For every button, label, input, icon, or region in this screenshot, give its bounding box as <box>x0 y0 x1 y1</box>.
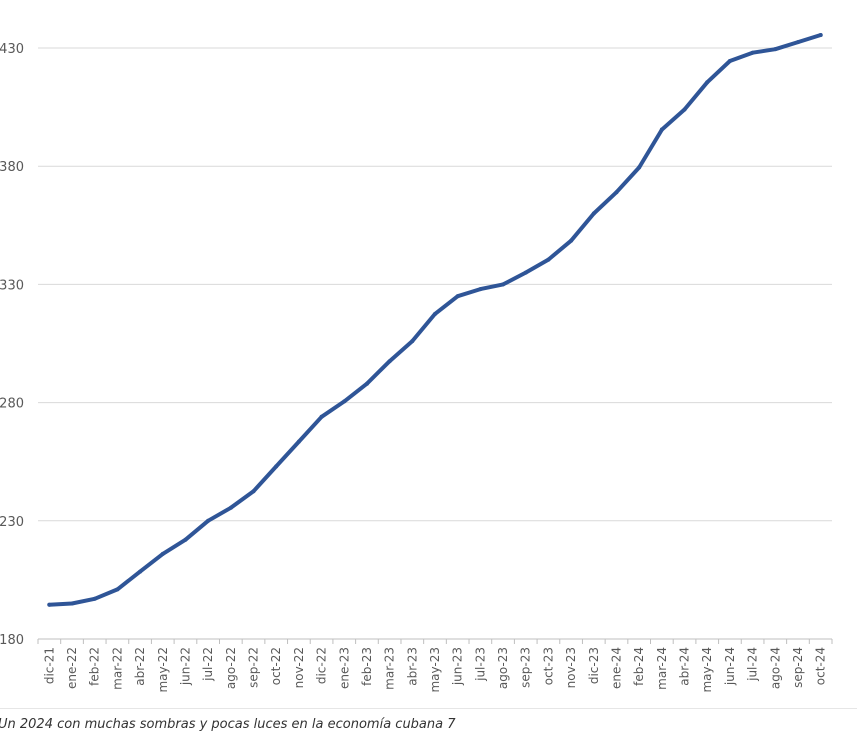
y-tick-label: 330 <box>0 278 24 293</box>
data-point <box>47 602 52 607</box>
x-tick-label: jun-23 <box>451 647 465 686</box>
x-tick-label: nov-22 <box>292 647 306 688</box>
x-tick-label: oct-23 <box>541 647 555 685</box>
data-point <box>795 40 800 45</box>
x-tick-label: jun-24 <box>723 647 737 686</box>
data-point <box>92 596 97 601</box>
data-point <box>569 238 574 243</box>
data-point <box>342 399 347 404</box>
x-tick-label: dic-22 <box>315 647 329 684</box>
data-point <box>682 107 687 112</box>
x-tick-label: abr-22 <box>133 647 147 686</box>
data-point <box>455 294 460 299</box>
series-line <box>47 33 823 607</box>
x-tick-label: abr-23 <box>405 647 419 686</box>
x-tick-label: oct-22 <box>269 647 283 685</box>
data-point <box>296 439 301 444</box>
x-tick-label: jul-23 <box>473 647 487 682</box>
x-tick-label: may-22 <box>156 647 170 693</box>
data-point <box>206 518 211 523</box>
x-tick-label: jul-24 <box>746 647 760 682</box>
caption-divider <box>0 708 857 709</box>
x-tick-label: feb-22 <box>88 647 102 686</box>
x-tick-label: dic-21 <box>42 647 56 684</box>
figure-caption: Un 2024 con muchas sombras y pocas luces… <box>0 717 456 732</box>
gridlines <box>38 47 832 522</box>
y-tick-label: 280 <box>0 397 24 412</box>
x-tick-label: jun-22 <box>178 647 192 686</box>
x-tick-label: ene-22 <box>65 647 79 689</box>
x-tick-label: ene-23 <box>337 647 351 689</box>
x-tick-label: sep-24 <box>791 647 805 688</box>
x-tick-label: ago-22 <box>224 647 238 689</box>
x-tick-label: may-23 <box>428 647 442 693</box>
data-point <box>818 32 823 37</box>
data-point <box>387 359 392 364</box>
line-chart: 180 230 280 330 380 430 dic-21 ene-22 feb-22 mar… <box>0 32 833 693</box>
x-tick-label: dic-23 <box>587 647 601 684</box>
x-tick-label: mar-24 <box>655 647 669 690</box>
data-point <box>478 287 483 292</box>
x-axis <box>37 638 833 644</box>
data-point <box>433 311 437 316</box>
data-point <box>501 282 506 287</box>
data-point <box>138 569 143 574</box>
x-tick-label: feb-24 <box>632 647 646 686</box>
data-point <box>637 165 642 170</box>
y-tick-label: 180 <box>0 633 24 648</box>
data-point <box>705 80 710 85</box>
x-tick-label: ago-23 <box>496 647 510 689</box>
x-tick-label: mar-23 <box>383 647 397 690</box>
data-point <box>115 587 120 592</box>
data-point <box>659 127 664 132</box>
x-tick-label: sep-23 <box>519 647 533 688</box>
x-tick-label: oct-24 <box>814 647 828 685</box>
y-axis-ticks: 180 230 280 330 380 430 <box>0 42 24 648</box>
data-point <box>364 381 369 386</box>
data-point <box>251 489 256 494</box>
y-tick-label: 430 <box>0 42 24 57</box>
data-point <box>160 551 165 556</box>
y-tick-label: 380 <box>0 160 24 175</box>
data-point <box>319 414 324 419</box>
data-point <box>274 464 279 469</box>
data-point <box>228 505 233 510</box>
x-tick-label: ene-24 <box>609 647 623 689</box>
data-point <box>727 59 732 64</box>
data-point <box>750 50 755 55</box>
data-point <box>183 537 188 542</box>
data-point <box>546 257 551 262</box>
x-tick-label: may-24 <box>700 647 714 693</box>
data-point <box>614 190 619 195</box>
x-tick-label: mar-22 <box>110 647 124 690</box>
data-point <box>773 47 778 52</box>
x-tick-label: ago-24 <box>768 647 782 689</box>
x-tick-label: sep-22 <box>247 647 261 688</box>
x-tick-label: jul-22 <box>201 647 215 682</box>
series-group <box>47 32 823 607</box>
y-tick-label: 230 <box>0 515 24 530</box>
data-point <box>410 339 415 344</box>
x-tick-label: abr-24 <box>678 647 692 686</box>
data-point <box>591 211 596 216</box>
data-point <box>523 270 528 275</box>
x-tick-label: feb-23 <box>360 647 374 686</box>
data-point <box>70 601 75 606</box>
x-axis-ticks: dic-21 ene-22 feb-22 mar-22 abr-22 may-22 jun-… <box>42 647 827 693</box>
x-tick-label: nov-23 <box>564 647 578 688</box>
